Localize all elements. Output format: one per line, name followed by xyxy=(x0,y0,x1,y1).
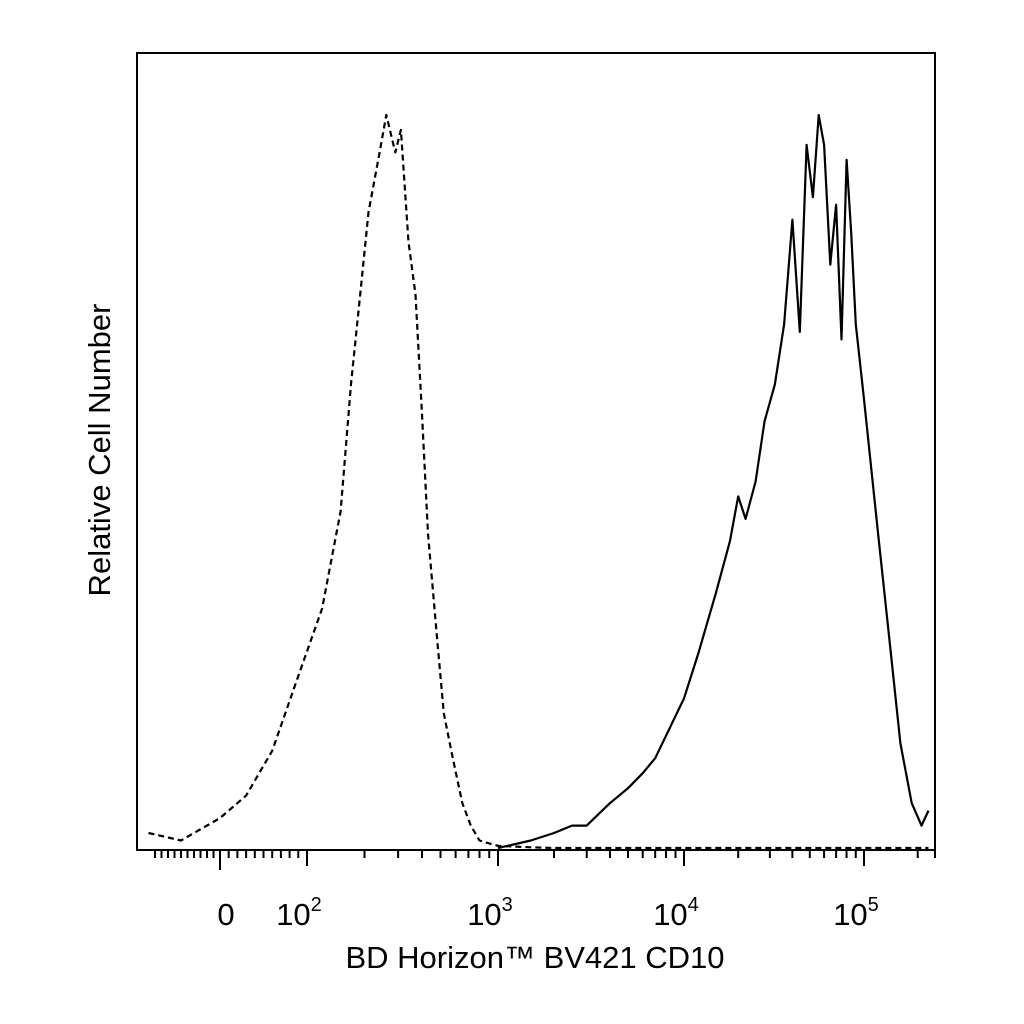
x-tick-marks xyxy=(154,850,936,870)
x-tick-label: 0 xyxy=(217,897,234,932)
y-axis-title: Relative Cell Number xyxy=(82,304,117,597)
series-dashed-line xyxy=(148,113,929,850)
series-solid-line xyxy=(497,113,930,850)
x-axis-title: BD Horizon™ BV421 CD10 xyxy=(345,940,724,975)
plot-frame xyxy=(136,52,936,851)
series-layer xyxy=(148,113,930,850)
